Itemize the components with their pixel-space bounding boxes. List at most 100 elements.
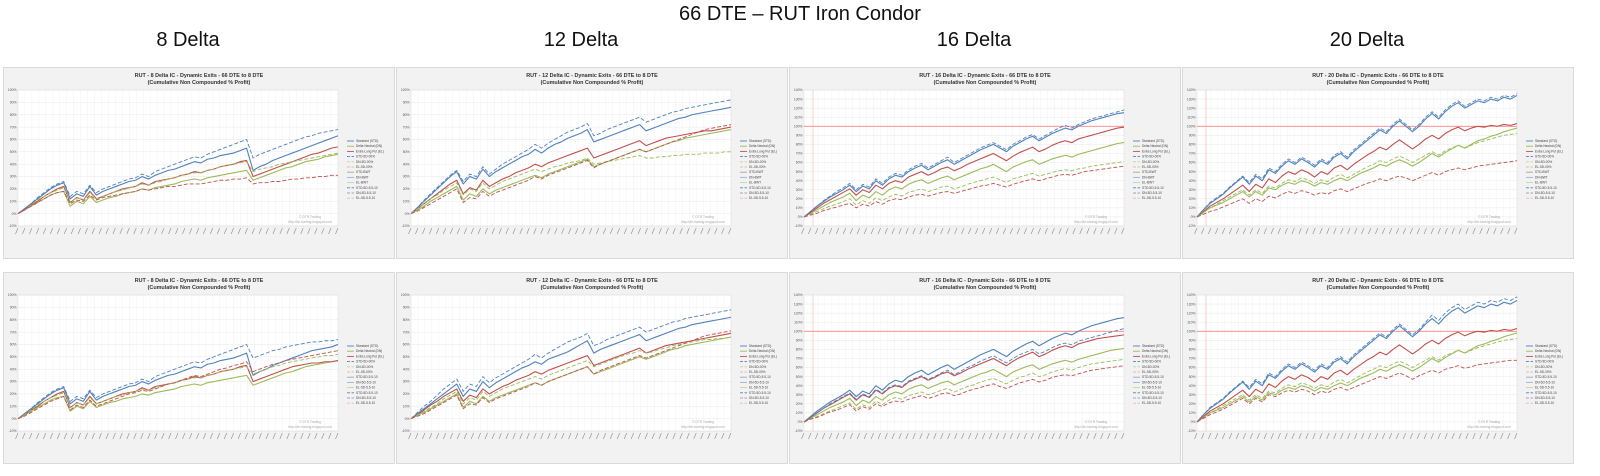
y-tick-label: 30% [1189,393,1196,397]
x-tick-label [1382,227,1386,235]
y-tick-label: 100% [8,88,17,92]
chart-subtitle: (Cumulative Non Compounded % Profit) [934,285,1037,291]
x-tick-label [279,227,283,235]
legend-entry: Delta Neutral (DN) [1535,349,1561,353]
y-tick-label: 0% [405,212,410,216]
x-tick-label [721,432,725,440]
y-tick-label: 130% [794,97,803,101]
x-tick-label [637,432,641,440]
x-tick-label [477,227,481,235]
legend-entry: DN-5D-5.5-10 [356,191,376,195]
y-tick-label: 70% [796,357,803,361]
legend-entry: STD-5D-5.5-10 [356,391,378,395]
x-tick-label [429,227,433,235]
chart-subtitle: (Cumulative Non Compounded % Profit) [541,80,644,86]
x-tick-label [1486,227,1490,235]
x-tick-label [1284,227,1288,235]
legend-entry: Delta Neutral (DN) [749,349,775,353]
x-tick-label [1263,227,1267,235]
legend-entry: EL-5D-00% [356,370,373,374]
watermark-line-1: © DTR Trading [299,215,321,219]
x-tick-label [1389,432,1393,440]
x-tick-label [70,432,74,440]
x-tick-label [540,227,544,235]
chart-svg: RUT - 12 Delta IC - Dynamic Exits - 66 D… [401,73,777,235]
x-tick-label [491,432,495,440]
x-tick-label [293,227,297,235]
y-tick-label: 70% [10,330,17,334]
x-tick-label [484,227,488,235]
x-tick-label [554,227,558,235]
y-tick-label: 120% [794,106,803,110]
watermark-line-1: © DTR Trading [1478,420,1500,424]
x-tick-label [422,432,426,440]
x-tick-label [477,432,481,440]
x-tick-label [1009,432,1013,440]
watermark-line-1: © DTR Trading [299,420,321,424]
x-tick-label [1375,432,1379,440]
legend-entry: DN-5D-00% [356,160,373,164]
x-tick-label [126,227,130,235]
series-line [1196,296,1518,423]
x-tick-label [470,432,474,440]
x-tick-label [210,227,214,235]
y-tick-label: 0% [12,212,17,216]
x-tick-label [15,227,19,235]
x-tick-label [1065,227,1069,235]
x-tick-label [1507,432,1511,440]
series-line [410,126,732,215]
x-tick-label [223,432,227,440]
x-tick-label [456,227,460,235]
x-tick-label [112,227,116,235]
legend-entry: DN-5D-00% [1142,365,1159,369]
x-tick-label [1270,432,1274,440]
x-tick-label [856,432,860,440]
x-tick-label [436,227,440,235]
watermark-line-1: © DTR Trading [1085,215,1107,219]
legend-entry: DN-5D-00% [1535,160,1552,164]
x-tick-label [1044,432,1048,440]
chart-svg: RUT - 8 Delta IC - Dynamic Exits - 66 DT… [8,73,384,235]
x-tick-label [582,227,586,235]
x-tick-label [216,432,221,440]
x-tick-label [126,432,130,440]
x-tick-label [1347,227,1351,235]
x-tick-label [56,227,61,235]
x-tick-label [1444,227,1448,235]
series-line [1196,127,1518,218]
x-tick-label [728,227,732,235]
x-tick-label [1037,432,1041,440]
x-tick-label [237,227,241,235]
y-tick-label: 90% [1189,134,1196,138]
x-tick-label [1284,432,1288,440]
y-tick-label: 130% [1187,97,1196,101]
x-tick-label [1242,432,1246,440]
y-tick-label: 120% [1187,106,1196,110]
legend-entry: DN-5D-00% [749,365,766,369]
x-tick-label [258,432,262,440]
legend-entry: STD-5D-00% [356,155,375,159]
legend-entry: Delta Neutral (DN) [1142,349,1168,353]
x-tick-label [596,227,600,235]
x-tick-label [335,227,339,235]
x-tick-label [829,227,833,235]
legend-entry: STD-5D-00% [356,360,375,364]
legend-entry: EL-5D-00% [356,165,373,169]
legend-entry: Standard (STD) [356,344,378,348]
legend-entry: DN-BWT [1535,175,1548,179]
y-tick-label: 50% [403,150,410,154]
x-tick-label [1361,432,1365,440]
y-tick-label: -10% [402,429,410,433]
x-tick-label [98,432,102,440]
series-line [1196,160,1518,218]
series-line [410,99,732,214]
x-tick-label [1030,432,1034,440]
x-tick-label [1500,227,1504,235]
x-tick-label [463,432,467,440]
legend-entry: Delta Neutral (DN) [1535,144,1561,148]
y-tick-label: 140% [794,88,803,92]
legend-entry: Extra Long Put (EL) [356,354,384,358]
x-tick-label [1058,432,1062,440]
x-tick-label [968,227,972,235]
x-tick-label [77,432,81,440]
